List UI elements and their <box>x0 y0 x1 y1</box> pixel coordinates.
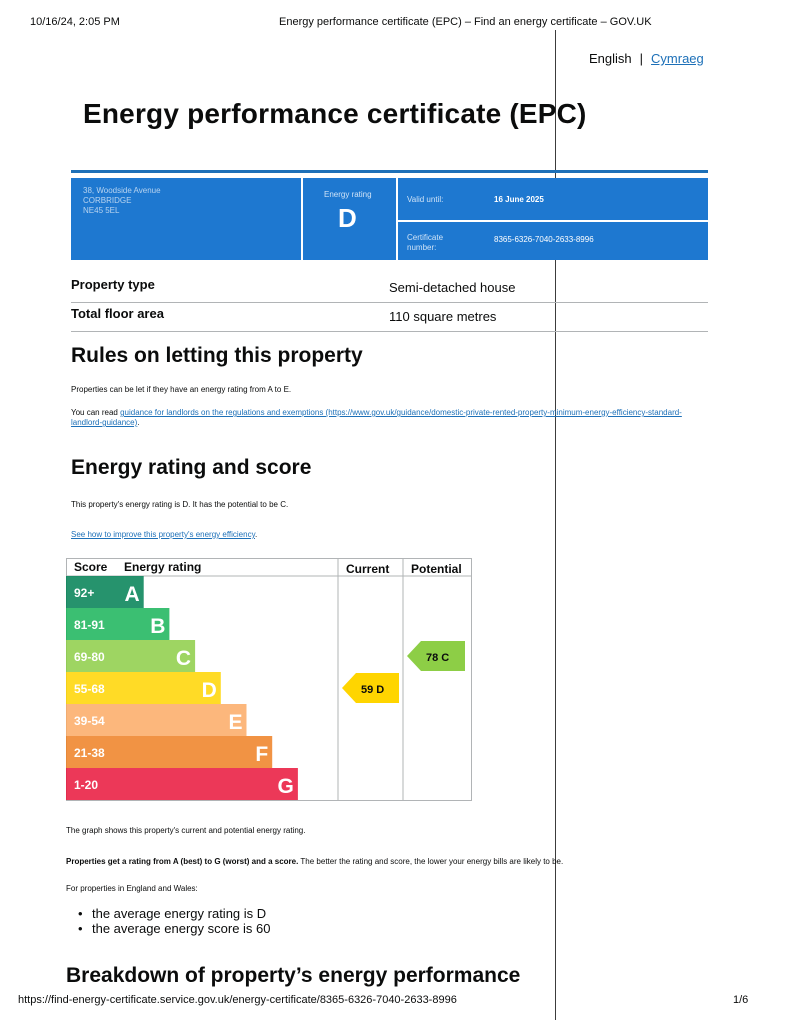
summary-value: 110 square metres <box>389 309 497 324</box>
language-cymraeg-link[interactable]: Cymraeg <box>651 51 704 66</box>
energy-rating-heading: Energy rating and score <box>71 456 312 479</box>
cert-label-line-1: Certificate <box>407 233 444 242</box>
rating-band-b <box>66 608 170 640</box>
address-line-3: NE45 5EL <box>83 206 120 215</box>
rating-band-g <box>66 768 298 800</box>
page-title: Energy performance certificate (EPC) <box>83 98 587 129</box>
rating-band-c <box>66 640 196 672</box>
header-potential: Potential <box>411 562 462 576</box>
band-score-range: 1-20 <box>74 778 98 792</box>
rules-guidance-paragraph: You can read guidance for landlords on t… <box>71 408 691 428</box>
rules-heading: Rules on letting this property <box>71 344 363 367</box>
band-score-range: 69-80 <box>74 650 105 664</box>
summary-key: Total floor area <box>71 306 164 321</box>
energy-rating-paragraph: This property's energy rating is D. It h… <box>71 500 289 509</box>
certificate-number-label: Certificate number: <box>407 233 443 253</box>
energy-rating-chart: Score Energy rating Current Potential 92+ A 81… <box>66 558 472 813</box>
energy-rating-label: Energy rating <box>324 190 372 199</box>
list-item: the average energy rating is D <box>78 906 271 921</box>
box-divider-horizontal <box>397 220 708 222</box>
valid-until-date: 16 June 2025 <box>494 195 544 204</box>
certificate-summary-box: 38, Woodside Avenue CORBRIDGE NE45 5EL E… <box>71 178 708 260</box>
landlord-guidance-link[interactable]: guidance for landlords on the regulation… <box>71 408 682 427</box>
summary-value: Semi-detached house <box>389 280 516 295</box>
rating-explanation-rest: The better the rating and score, the low… <box>298 857 564 866</box>
footer-url: https://find-energy-certificate.service.… <box>18 994 457 1006</box>
improve-suffix: . <box>255 530 258 539</box>
band-letter: C <box>176 647 191 670</box>
header-current: Current <box>346 562 389 576</box>
current-rating-marker <box>342 673 399 703</box>
rating-explanation: Properties get a rating from A (best) to… <box>66 857 563 866</box>
guidance-prefix: You can read <box>71 408 121 417</box>
rules-paragraph: Properties can be let if they have an en… <box>71 385 292 394</box>
rating-band-d <box>66 672 221 704</box>
scan-line <box>555 30 556 1020</box>
print-page-title: Energy performance certificate (EPC) – F… <box>279 16 652 28</box>
box-divider <box>396 178 398 260</box>
graph-note: The graph shows this property's current … <box>66 826 306 835</box>
improve-efficiency-line: See how to improve this property's energ… <box>71 530 257 539</box>
language-english: English <box>589 51 632 66</box>
title-rule <box>71 170 708 173</box>
summary-row-floor-area: Total floor area 110 square metres <box>71 303 708 332</box>
language-switch: English | Cymraeg <box>589 51 704 66</box>
address-line-1: 38, Woodside Avenue <box>83 186 161 195</box>
header-energy-rating: Energy rating <box>124 560 201 574</box>
summary-row-property-type: Property type Semi-detached house <box>71 274 708 303</box>
potential-rating-marker-label: 78 C <box>426 652 449 664</box>
summary-key: Property type <box>71 277 155 292</box>
guidance-suffix: . <box>137 418 140 427</box>
band-letter: G <box>278 775 294 798</box>
energy-rating-chart-svg: Score Energy rating Current Potential 92+ A 81… <box>66 558 472 801</box>
energy-rating-letter: D <box>338 203 357 233</box>
rating-band-f <box>66 736 273 768</box>
rating-band-e <box>66 704 247 736</box>
band-score-range: 81-91 <box>74 618 105 632</box>
cert-label-line-2: number: <box>407 243 437 252</box>
print-date: 10/16/24, 2:05 PM <box>30 16 120 28</box>
address-line-2: CORBRIDGE <box>83 196 132 205</box>
list-item: the average energy score is 60 <box>78 921 271 936</box>
property-address: 38, Woodside Avenue CORBRIDGE NE45 5EL <box>83 186 161 216</box>
improve-efficiency-link[interactable]: See how to improve this property's energ… <box>71 530 255 539</box>
box-divider <box>301 178 303 260</box>
band-score-range: 21-38 <box>74 746 105 760</box>
rating-explanation-bold: Properties get a rating from A (best) to… <box>66 857 299 866</box>
page-number: 1/6 <box>733 994 749 1006</box>
language-separator: | <box>639 51 644 66</box>
band-letter: D <box>202 679 217 702</box>
band-score-range: 39-54 <box>74 714 105 728</box>
certificate-number: 8365-6326-7040-2633-8996 <box>494 235 594 244</box>
band-letter: B <box>150 615 165 638</box>
header-score: Score <box>74 560 108 574</box>
breakdown-heading: Breakdown of property’s energy performan… <box>66 964 521 987</box>
band-letter: E <box>228 711 242 734</box>
band-letter: F <box>255 743 268 766</box>
england-wales-label: For properties in England and Wales: <box>66 884 198 893</box>
band-letter: A <box>125 583 140 606</box>
band-score-range: 55-68 <box>74 682 105 696</box>
band-score-range: 92+ <box>74 586 94 600</box>
rating-band-a <box>66 576 144 608</box>
current-rating-marker-label: 59 D <box>361 684 384 696</box>
valid-until-label: Valid until: <box>407 195 444 204</box>
average-list: the average energy rating is D the avera… <box>78 906 271 936</box>
potential-rating-marker <box>407 641 465 671</box>
